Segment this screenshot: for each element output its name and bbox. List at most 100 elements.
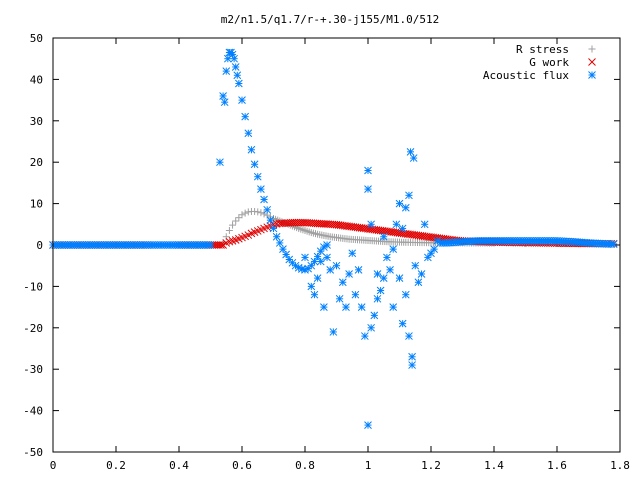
data-point xyxy=(332,261,341,270)
data-point xyxy=(307,282,316,291)
x-tick-label: 1.4 xyxy=(484,459,504,472)
data-point xyxy=(257,209,265,217)
y-tick-label: 30 xyxy=(30,115,43,128)
data-point xyxy=(392,220,401,229)
y-tick-label: -40 xyxy=(23,405,43,418)
data-point xyxy=(370,311,379,320)
data-point xyxy=(405,332,413,340)
data-point xyxy=(326,265,335,274)
x-tick-label: 1.6 xyxy=(547,459,567,472)
data-point xyxy=(364,166,372,175)
data-point xyxy=(609,240,618,249)
data-point xyxy=(272,232,281,241)
data-point xyxy=(423,253,432,262)
legend-marker xyxy=(588,45,596,53)
data-point xyxy=(241,209,249,217)
data-point xyxy=(345,270,353,278)
data-point xyxy=(217,241,225,249)
data-point xyxy=(395,199,404,208)
data-point xyxy=(320,303,328,311)
x-tick-label: 0.4 xyxy=(169,459,189,472)
data-point xyxy=(373,270,382,278)
data-point xyxy=(275,239,284,247)
data-point xyxy=(266,216,275,225)
data-point xyxy=(405,191,413,200)
y-tick-label: 20 xyxy=(30,156,43,169)
data-point xyxy=(335,294,344,303)
legend-label: Acoustic flux xyxy=(483,69,569,82)
chart-title: m2/n1.5/q1.7/r-+.30-j155/M1.0/512 xyxy=(221,13,440,26)
data-point xyxy=(260,210,268,218)
y-tick-label: -50 xyxy=(23,446,43,459)
axis-ticks: 0 0.2 0.4 0.6 0.8 1 1.2 1.4 1.6 1.8 -50 -40 -30 -20 -1… xyxy=(23,32,630,472)
data-point xyxy=(247,145,256,154)
data-point xyxy=(367,323,376,332)
data-point xyxy=(260,195,268,204)
data-point xyxy=(395,274,404,282)
data-point xyxy=(357,303,366,311)
data-point xyxy=(383,253,391,262)
data-point xyxy=(206,241,215,249)
data-point xyxy=(364,421,372,429)
x-tick-label: 1.2 xyxy=(421,459,441,472)
data-point xyxy=(269,224,278,233)
data-point xyxy=(313,274,322,282)
series-acoustic-flux xyxy=(49,48,618,429)
y-tick-label: 10 xyxy=(30,198,43,211)
data-point xyxy=(342,303,350,311)
data-point xyxy=(329,328,338,336)
data-point xyxy=(420,220,429,229)
legend-label: R stress xyxy=(516,43,569,56)
data-point xyxy=(307,261,316,270)
data-point xyxy=(263,205,272,214)
y-tick-label: 50 xyxy=(30,32,43,45)
data-point xyxy=(301,253,309,262)
data-point xyxy=(367,220,376,229)
data-point xyxy=(232,217,240,225)
data-point xyxy=(414,278,423,287)
data-point xyxy=(220,98,229,107)
data-point xyxy=(398,319,407,328)
data-point xyxy=(373,294,382,303)
legend-marker xyxy=(588,71,596,79)
data-point xyxy=(376,286,385,295)
data-point xyxy=(408,361,416,369)
data-point xyxy=(234,79,243,88)
data-point xyxy=(354,265,363,274)
data-point xyxy=(244,129,253,138)
data-point xyxy=(250,160,259,169)
x-tick-label: 0.2 xyxy=(106,459,126,472)
data-point xyxy=(241,112,250,121)
x-tick-label: 0 xyxy=(50,459,57,472)
data-point xyxy=(430,245,439,253)
data-point xyxy=(323,241,331,249)
data-point xyxy=(406,147,415,156)
data-point xyxy=(230,54,238,63)
plot-frame xyxy=(52,37,621,453)
data-point xyxy=(316,247,325,256)
data-point xyxy=(364,185,372,193)
data-point xyxy=(401,290,410,299)
y-tick-label: -30 xyxy=(23,363,43,376)
data-point xyxy=(351,290,360,299)
x-tick-label: 0.6 xyxy=(232,459,252,472)
data-point xyxy=(235,214,243,222)
data-point xyxy=(257,185,265,193)
data-point xyxy=(253,172,262,181)
data-point xyxy=(238,96,246,104)
data-point xyxy=(389,245,398,253)
x-tick-label: 0.8 xyxy=(295,459,315,472)
y-tick-label: -10 xyxy=(23,280,43,293)
legend-marker xyxy=(588,58,596,66)
data-point xyxy=(409,154,418,162)
data-point xyxy=(222,67,231,75)
data-marks xyxy=(49,48,618,429)
data-point xyxy=(386,265,394,274)
data-point xyxy=(417,270,426,278)
data-point xyxy=(379,274,388,282)
data-point xyxy=(316,257,325,266)
data-point xyxy=(398,224,407,233)
data-point xyxy=(360,332,369,340)
data-point xyxy=(231,63,240,71)
